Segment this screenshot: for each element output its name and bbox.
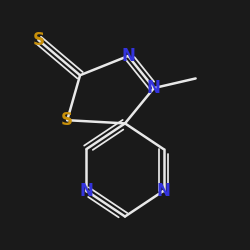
Text: N: N	[156, 182, 170, 200]
Text: N: N	[80, 182, 94, 200]
Text: S: S	[32, 31, 44, 49]
Text: S: S	[61, 111, 73, 129]
Text: N: N	[121, 47, 135, 65]
Text: N: N	[147, 79, 161, 97]
